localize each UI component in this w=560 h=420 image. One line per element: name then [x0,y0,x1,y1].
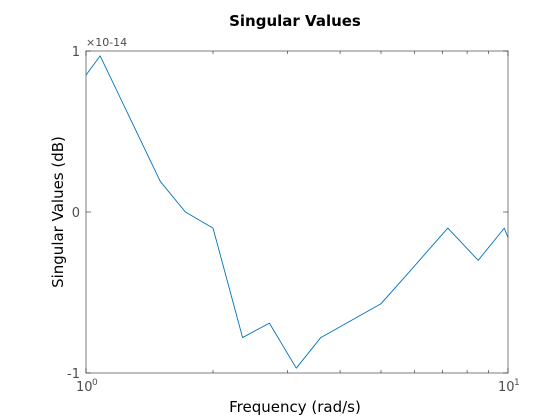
series-layer [85,55,509,369]
x-tick-label-base: 10 [498,380,515,395]
series-line-0 [85,55,509,369]
y-tick-label: 0 [72,206,80,221]
chart-title: Singular Values [229,12,361,30]
x-tick-label: 10 1 [498,378,520,395]
plot-area [85,50,509,374]
y-tick-label: -1 [67,367,80,382]
x-axis-label: Frequency (rad/s) [229,398,361,416]
y-tick-label: 1 [72,45,80,60]
x-tick-label-exponent: 1 [514,378,520,388]
x-tick-label-exponent: 0 [92,378,98,388]
y-multiplier-label: ×10-14 [86,36,127,49]
x-tick-label-base: 10 [76,380,93,395]
x-tick-label: 10 0 [76,378,98,395]
y-axis-label: Singular Values (dB) [49,136,67,288]
